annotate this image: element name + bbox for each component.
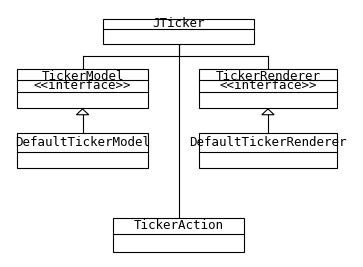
Text: JTicker: JTicker (152, 18, 205, 30)
Text: DefaultTickerModel: DefaultTickerModel (15, 136, 150, 150)
Polygon shape (76, 109, 89, 115)
Bar (103, 19, 254, 44)
Bar (114, 218, 244, 252)
Text: DefaultTickerRenderer: DefaultTickerRenderer (189, 136, 347, 150)
Text: TickerRenderer: TickerRenderer (216, 70, 321, 83)
Text: <<interface>>: <<interface>> (219, 78, 317, 92)
Text: <<interface>>: <<interface>> (34, 78, 131, 92)
Bar (199, 69, 337, 108)
Bar (199, 134, 337, 168)
Text: TickerAction: TickerAction (134, 219, 224, 232)
Bar (17, 69, 148, 108)
Polygon shape (262, 109, 274, 115)
Text: TickerModel: TickerModel (41, 70, 124, 83)
Bar (17, 134, 148, 168)
